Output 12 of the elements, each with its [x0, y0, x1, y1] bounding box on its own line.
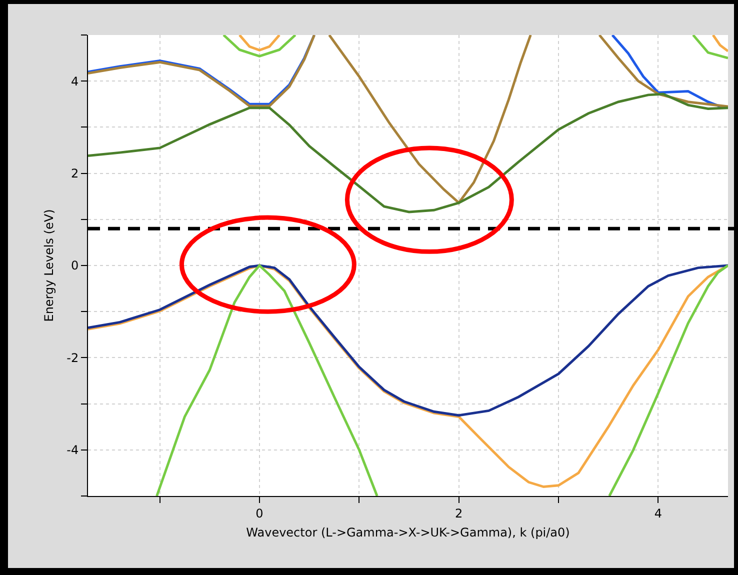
- line-series: [88, 92, 728, 214]
- x-tick-label: 2: [455, 506, 463, 520]
- y-tick-label: -4: [66, 443, 79, 458]
- x-tick-label: 4: [654, 506, 662, 520]
- x-tick-label: 0: [256, 506, 264, 520]
- y-tick-label: 4: [70, 74, 79, 88]
- x-axis-title: Wavevector (L->Gamma->X->UK->Gamma), k (pi/a0): [246, 525, 570, 540]
- y-tick-label: 0: [70, 258, 79, 273]
- y-tick-label: -2: [66, 350, 79, 365]
- y-tick-label: 2: [70, 166, 79, 180]
- line-series: [88, 264, 728, 417]
- y-axis-title: Energy Levels (eV): [42, 209, 56, 322]
